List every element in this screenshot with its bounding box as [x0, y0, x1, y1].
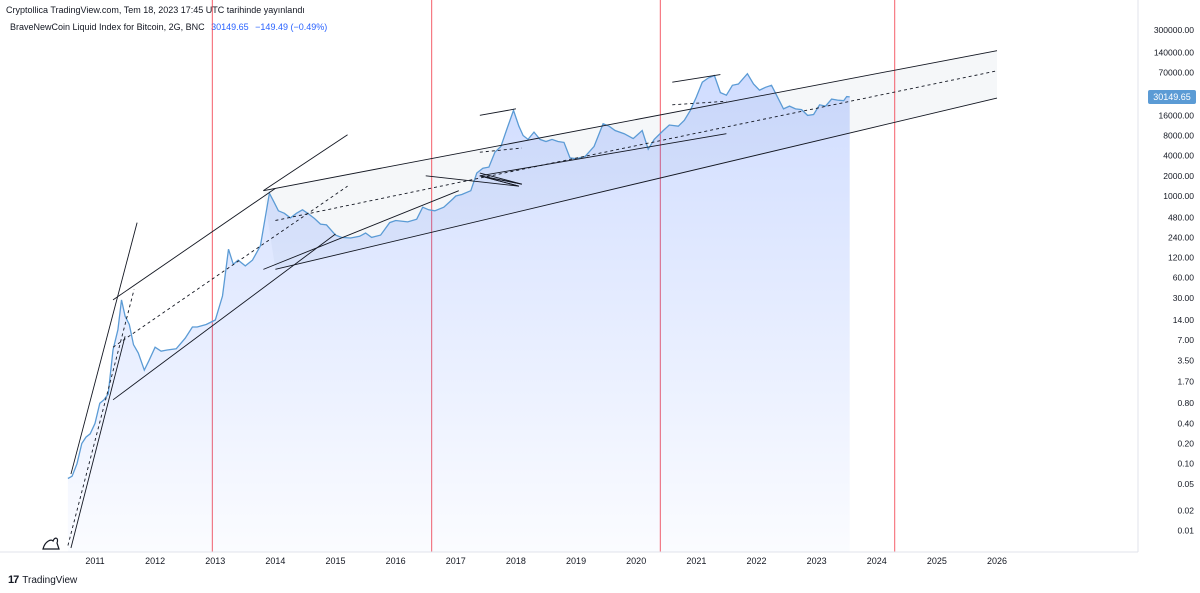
y-tick-8000.00: 8000.00 [1163, 131, 1194, 141]
y-tick-1.70: 1.70 [1177, 376, 1194, 386]
y-tick-70000.00: 70000.00 [1159, 67, 1195, 77]
x-tick-2011: 2011 [85, 556, 104, 566]
channel-line-9[interactable] [275, 70, 998, 221]
x-tick-2020: 2020 [626, 556, 646, 566]
y-tick-0.10: 0.10 [1177, 459, 1194, 469]
brand-name: TradingView [22, 574, 78, 586]
y-tick-7.00: 7.00 [1177, 335, 1194, 345]
symbol-legend: BraveNewCoin Liquid Index for Bitcoin, 2… [10, 22, 327, 32]
price-line [67, 72, 850, 480]
channel-line-2[interactable] [67, 289, 135, 546]
x-tick-2024: 2024 [867, 556, 887, 566]
symbol-name: BraveNewCoin Liquid Index for Bitcoin, 2… [10, 22, 205, 32]
price-area [67, 73, 850, 552]
x-tick-2019: 2019 [566, 556, 586, 566]
x-tick-2023: 2023 [807, 556, 827, 566]
y-tick-2000.00: 2000.00 [1163, 171, 1194, 181]
price-badge-label: 30149.65 [1153, 92, 1191, 102]
channel-line-10[interactable] [275, 97, 998, 270]
channel-line-20[interactable] [672, 74, 721, 83]
x-tick-2026: 2026 [987, 556, 1007, 566]
y-tick-4000.00: 4000.00 [1163, 151, 1194, 161]
y-tick-0.02: 0.02 [1177, 505, 1194, 515]
channel-line-18[interactable] [479, 147, 522, 153]
y-tick-120.00: 120.00 [1168, 253, 1194, 263]
channel-line-1[interactable] [70, 336, 126, 549]
published-info: Cryptollica TradingView.com, Tem 18, 202… [6, 5, 305, 15]
price-area-fill [67, 73, 850, 552]
y-tick-60.00: 60.00 [1173, 273, 1195, 283]
price-badge-bg [1148, 89, 1196, 104]
channel-line-17[interactable] [479, 108, 517, 116]
x-tick-2012: 2012 [145, 556, 165, 566]
channel-line-7[interactable] [263, 50, 998, 192]
channel-line-8[interactable] [263, 190, 459, 270]
y-tick-0.01: 0.01 [1177, 526, 1194, 536]
y-tick-16000.00: 16000.00 [1159, 110, 1195, 120]
x-tick-2016: 2016 [386, 556, 406, 566]
y-tick-480.00: 480.00 [1168, 212, 1194, 222]
y-tick-0.20: 0.20 [1177, 439, 1194, 449]
y-tick-300000.00: 300000.00 [1154, 25, 1194, 35]
y-tick-3.50: 3.50 [1177, 355, 1194, 365]
price-series-line [67, 72, 850, 480]
y-tick-0.40: 0.40 [1177, 418, 1194, 428]
y-tick-0.80: 0.80 [1177, 398, 1194, 408]
last-price: 30149.65 [211, 22, 249, 32]
x-tick-2013: 2013 [205, 556, 225, 566]
y-tick-30.00: 30.00 [1173, 293, 1195, 303]
y-tick-240.00: 240.00 [1168, 232, 1194, 242]
channel-line-3[interactable] [112, 187, 276, 301]
y-tick-0.05: 0.05 [1177, 479, 1194, 489]
x-tick-2022: 2022 [746, 556, 766, 566]
channel-line-19[interactable] [479, 133, 727, 177]
channel-line-0[interactable] [70, 222, 138, 475]
channel-line-6[interactable] [263, 134, 348, 192]
x-tick-2018: 2018 [506, 556, 526, 566]
last-price-badge: 30149.65 [1148, 89, 1196, 104]
y-tick-140000.00: 140000.00 [1154, 47, 1194, 57]
tradingview-logo-icon: 17 [8, 574, 19, 586]
channel-line-4[interactable] [112, 233, 336, 401]
tradingview-brand[interactable]: 17 TradingView [8, 574, 77, 586]
y-tick-1000.00: 1000.00 [1163, 191, 1194, 201]
channel-lines [67, 50, 998, 549]
x-tick-2017: 2017 [446, 556, 466, 566]
price-change: −149.49 (−0.49%) [255, 22, 328, 32]
channel-line-14[interactable] [479, 175, 520, 187]
watermark-icon [42, 537, 60, 550]
x-tick-2021: 2021 [686, 556, 706, 566]
y-axis-ticks: 300000.00 140000.00 70000.00 16000.00 8000.0… [1154, 25, 1194, 535]
channel-line-15[interactable] [425, 175, 519, 187]
x-axis-ticks: 2011 2012 2013 2014 2015 2016 2017 2018 2019 2020… [85, 556, 1007, 566]
y-tick-14.00: 14.00 [1173, 315, 1195, 325]
x-tick-2015: 2015 [326, 556, 346, 566]
x-tick-2025: 2025 [927, 556, 947, 566]
x-tick-2014: 2014 [265, 556, 285, 566]
